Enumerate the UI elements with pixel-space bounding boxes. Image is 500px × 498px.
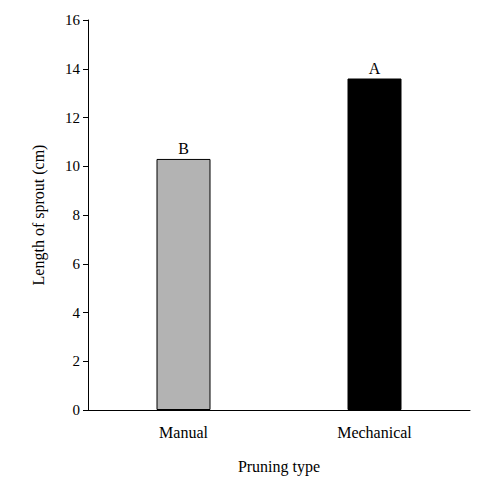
svg-text:Length of sprout (cm): Length of sprout (cm) [30, 145, 48, 286]
svg-text:Pruning type: Pruning type [238, 458, 320, 476]
svg-text:8: 8 [73, 207, 81, 223]
svg-text:2: 2 [73, 353, 81, 369]
svg-text:4: 4 [73, 305, 81, 321]
svg-text:12: 12 [65, 110, 80, 126]
svg-text:B: B [178, 140, 189, 157]
svg-text:14: 14 [65, 61, 81, 77]
svg-text:10: 10 [65, 158, 80, 174]
svg-text:A: A [369, 60, 381, 77]
svg-text:16: 16 [65, 12, 81, 28]
svg-text:Mechanical: Mechanical [337, 424, 412, 441]
svg-text:6: 6 [73, 256, 81, 272]
svg-text:0: 0 [73, 402, 81, 418]
svg-text:Manual: Manual [159, 424, 208, 441]
